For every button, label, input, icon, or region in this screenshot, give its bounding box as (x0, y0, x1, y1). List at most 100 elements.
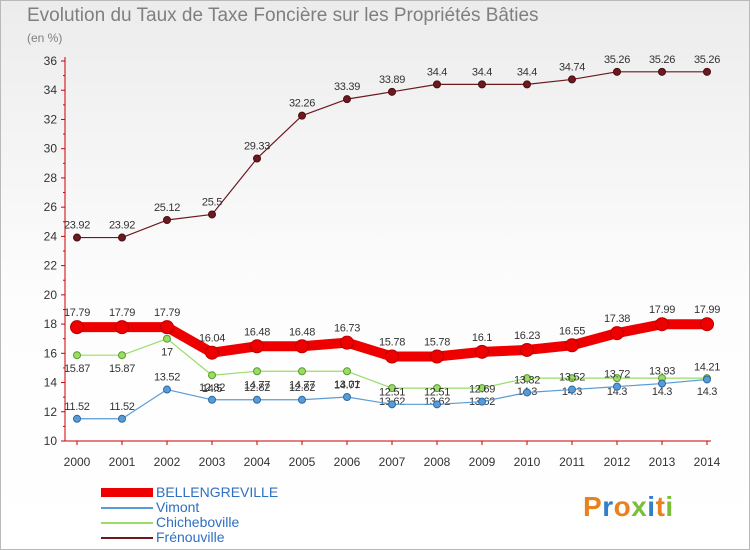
data-label-bellengreville: 16.23 (514, 330, 540, 342)
y-tick-label: 28 (44, 171, 58, 185)
y-tick-label: 32 (44, 112, 58, 126)
data-label-fr-nouville: 34.74 (559, 61, 585, 73)
data-label-vimont: 13.52 (154, 372, 180, 384)
data-point-vimont (433, 400, 441, 409)
data-point-chicheboville (163, 334, 171, 343)
data-point-bellengreville (430, 349, 444, 364)
logo-letter: i (665, 491, 674, 522)
x-tick-label: 2001 (109, 455, 136, 469)
data-label-vimont: 11.52 (64, 401, 89, 413)
data-point-vimont (568, 385, 576, 394)
data-label-chicheboville: 17 (161, 347, 173, 359)
data-point-fr-nouville (613, 67, 621, 76)
data-point-bellengreville (385, 349, 399, 364)
legend-swatch-vimont (101, 507, 153, 509)
data-label-fr-nouville: 33.39 (334, 81, 360, 93)
y-tick-label: 10 (44, 434, 58, 448)
data-label-bellengreville: 16.48 (289, 326, 315, 338)
data-label-bellengreville: 17.79 (154, 307, 180, 319)
data-point-bellengreville (160, 320, 174, 335)
data-point-chicheboville (523, 374, 531, 383)
data-label-vimont: 12.51 (424, 386, 450, 398)
y-tick-label: 14 (44, 376, 58, 390)
data-label-chicheboville: 14.5 (202, 383, 222, 395)
data-point-fr-nouville (703, 67, 711, 76)
data-label-bellengreville: 17.79 (64, 307, 90, 319)
data-label-bellengreville: 17.99 (649, 304, 675, 316)
x-tick-label: 2011 (559, 455, 585, 469)
data-point-bellengreville (475, 344, 489, 359)
legend-label: Chicheboville (156, 514, 240, 530)
data-label-bellengreville: 15.78 (379, 337, 405, 349)
data-label-bellengreville: 16.73 (334, 323, 360, 335)
data-label-vimont: 14.21 (694, 361, 720, 373)
data-label-vimont: 13.72 (604, 369, 630, 381)
x-tick-label: 2013 (649, 455, 676, 469)
data-label-fr-nouville: 35.26 (694, 54, 720, 66)
logo-letter: o (613, 491, 632, 522)
data-label-bellengreville: 16.55 (559, 325, 585, 337)
legend-label: Vimont (156, 499, 200, 515)
data-point-chicheboville (568, 374, 576, 383)
data-point-chicheboville (388, 384, 396, 393)
data-point-vimont (118, 414, 126, 423)
y-tick-label: 24 (44, 229, 58, 243)
data-label-chicheboville: 15.87 (64, 363, 90, 375)
data-point-fr-nouville (253, 154, 261, 163)
data-point-chicheboville (253, 367, 261, 376)
data-label-fr-nouville: 32.26 (289, 98, 315, 110)
legend-label: Frénouville (156, 529, 225, 545)
y-tick-label: 20 (44, 288, 58, 302)
data-label-vimont: 12.82 (289, 382, 315, 394)
legend-swatch-chicheboville (101, 522, 153, 524)
data-point-fr-nouville (208, 210, 216, 219)
data-label-chicheboville: 14.77 (289, 379, 315, 391)
data-point-fr-nouville (433, 80, 441, 89)
data-label-fr-nouville: 29.33 (244, 140, 270, 152)
logo-letter: x (631, 491, 648, 522)
data-point-bellengreville (700, 317, 714, 332)
data-label-chicheboville: 14.3 (697, 386, 717, 398)
x-tick-label: 2008 (424, 455, 451, 469)
data-point-bellengreville (115, 320, 129, 335)
x-tick-label: 2004 (244, 455, 271, 469)
data-point-fr-nouville (343, 95, 351, 104)
data-point-fr-nouville (163, 216, 171, 225)
data-point-vimont (73, 414, 81, 423)
x-tick-label: 2000 (64, 455, 91, 469)
x-tick-label: 2009 (469, 455, 496, 469)
data-point-bellengreville (250, 339, 264, 354)
data-label-chicheboville: 15.87 (109, 363, 135, 375)
data-label-fr-nouville: 25.12 (154, 202, 180, 214)
data-point-chicheboville (613, 374, 621, 383)
data-point-bellengreville (565, 338, 579, 353)
logo-letter: r (602, 491, 614, 522)
data-point-vimont (658, 379, 666, 388)
data-label-fr-nouville: 34.4 (472, 66, 492, 78)
data-label-vimont: 12.82 (199, 382, 225, 394)
data-point-fr-nouville (388, 87, 396, 96)
data-point-chicheboville (298, 367, 306, 376)
data-label-bellengreville: 17.38 (604, 313, 630, 325)
data-label-bellengreville: 15.78 (424, 337, 450, 349)
data-point-chicheboville (433, 384, 441, 393)
data-point-vimont (253, 395, 261, 404)
data-point-bellengreville (70, 320, 84, 335)
unit-label: (en %) (27, 31, 63, 45)
data-label-fr-nouville: 35.26 (649, 54, 675, 66)
data-point-vimont (523, 388, 531, 397)
x-tick-label: 2002 (154, 455, 181, 469)
data-point-fr-nouville (118, 233, 126, 242)
x-tick-label: 2014 (694, 455, 721, 469)
data-point-chicheboville (118, 351, 126, 360)
x-tick-label: 2006 (334, 455, 361, 469)
data-label-fr-nouville: 23.92 (64, 220, 90, 232)
data-point-bellengreville (610, 326, 624, 341)
data-point-fr-nouville (298, 111, 306, 120)
data-point-vimont (163, 385, 171, 394)
x-tick-label: 2003 (199, 455, 226, 469)
logo-letter: i (647, 491, 656, 522)
data-label-fr-nouville: 34.4 (517, 66, 537, 78)
data-point-vimont (478, 397, 486, 406)
